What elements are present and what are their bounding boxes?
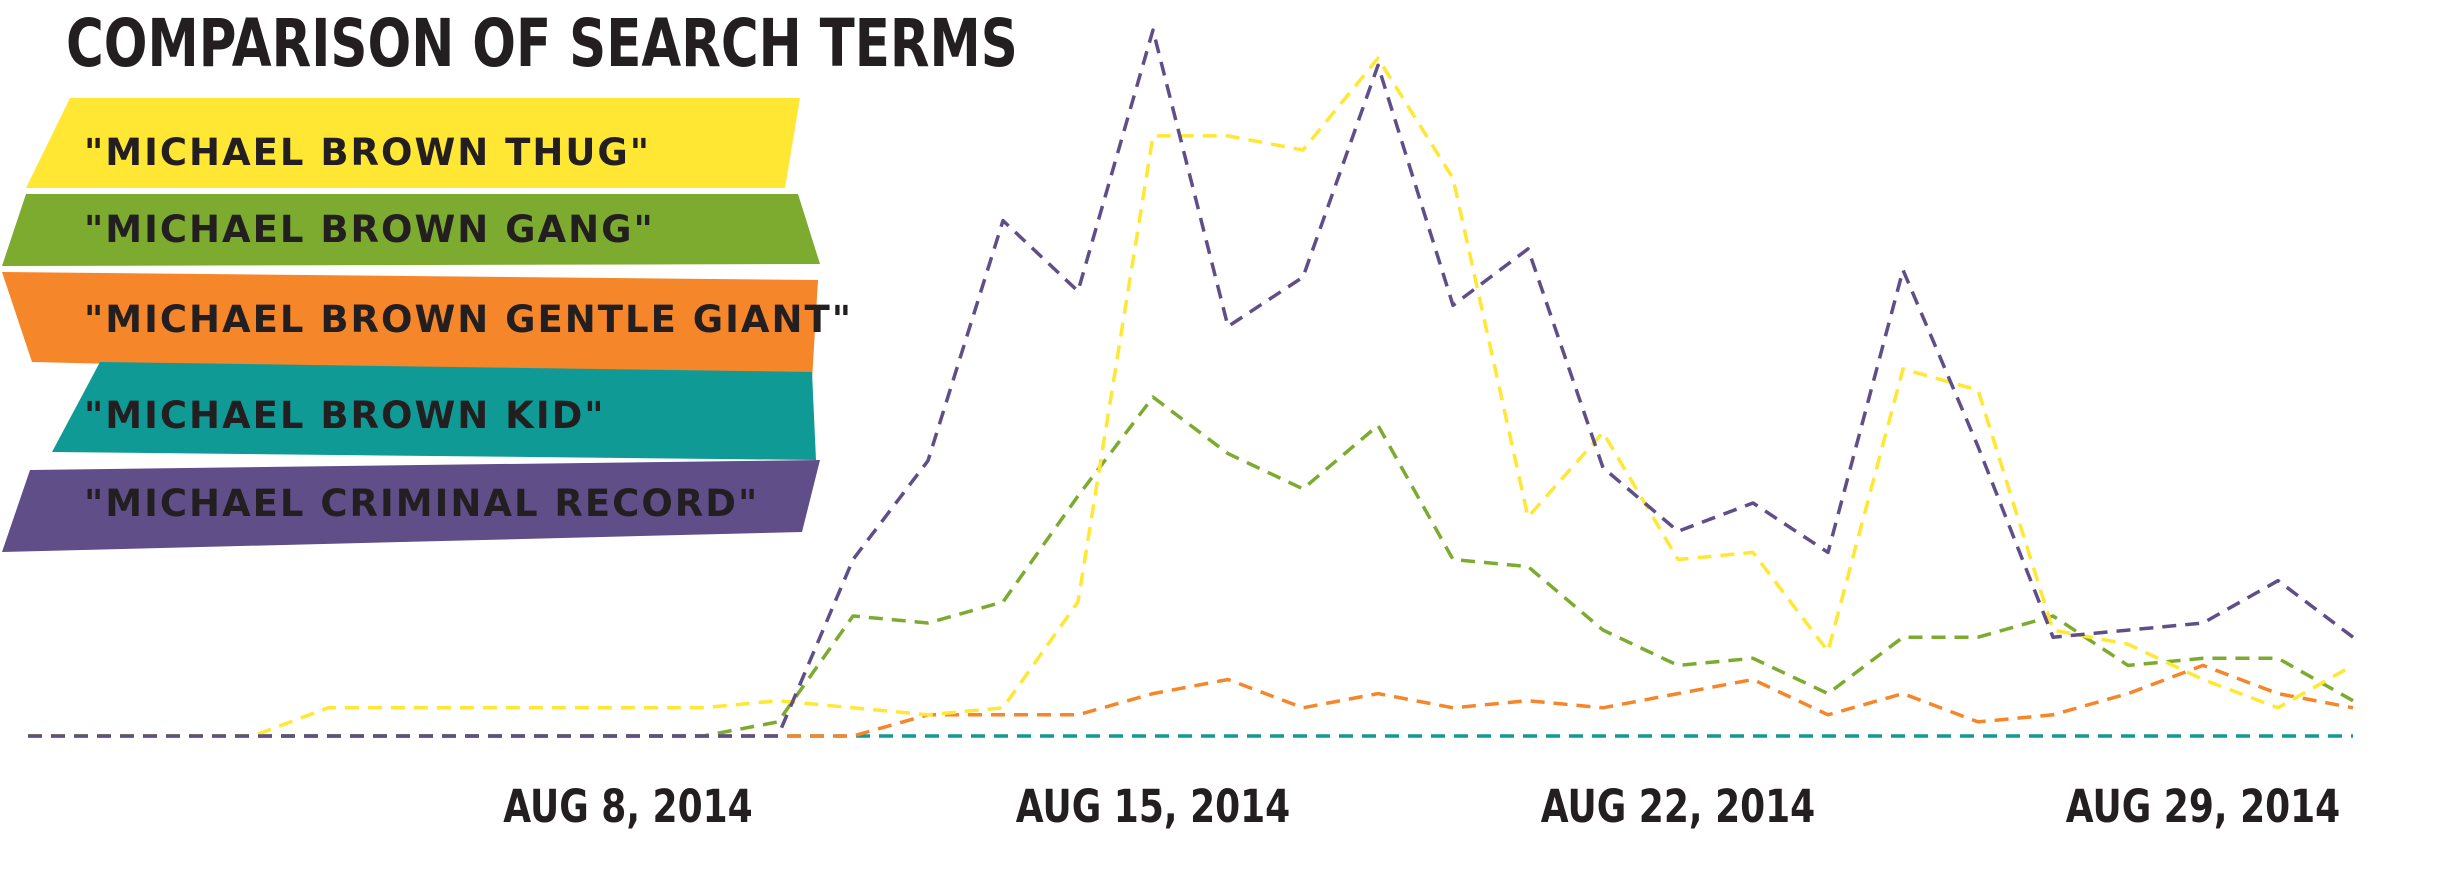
legend-banner-michael-brown-kid	[52, 362, 816, 460]
legend-label-michael-brown-gentle-giant: "MICHAEL BROWN GENTLE GIANT"	[84, 298, 853, 341]
x-axis-tick-labels: AUG 8, 2014 AUG 15, 2014 AUG 22, 2014 AUG 2…	[503, 780, 2340, 833]
x-tick-label: AUG 22, 2014	[1541, 780, 1815, 833]
legend-label-michael-brown-kid: "MICHAEL BROWN KID"	[84, 394, 606, 437]
series-line-michael-criminal-record	[28, 28, 2355, 738]
legend-banner-michael-criminal-record	[2, 460, 820, 552]
x-tick-label: AUG 8, 2014	[503, 780, 752, 833]
legend-label-michael-brown-thug: "MICHAEL BROWN THUG"	[84, 131, 651, 174]
series-line-michael-brown-gentle-giant	[28, 663, 2354, 738]
series-line-michael-brown-gang	[28, 395, 2354, 738]
x-tick-label: AUG 15, 2014	[1016, 780, 1290, 833]
legend-banner-michael-brown-gentle-giant	[2, 272, 818, 380]
x-tick-label: AUG 29, 2014	[2066, 780, 2340, 833]
legend-banner-michael-brown-thug	[26, 98, 800, 188]
legend-label-michael-criminal-record: "MICHAEL CRIMINAL RECORD"	[84, 482, 759, 525]
series-line-michael-brown-thug	[28, 56, 2354, 738]
legend: "MICHAEL BROWN THUG" "MICHAEL BROWN GANG"…	[2, 98, 853, 552]
series-lines	[28, 28, 2355, 738]
legend-label-michael-brown-gang: "MICHAEL BROWN GANG"	[84, 208, 655, 251]
legend-banner-michael-brown-gang	[2, 194, 820, 266]
chart-title: COMPARISON OF SEARCH TERMS	[66, 5, 1018, 82]
